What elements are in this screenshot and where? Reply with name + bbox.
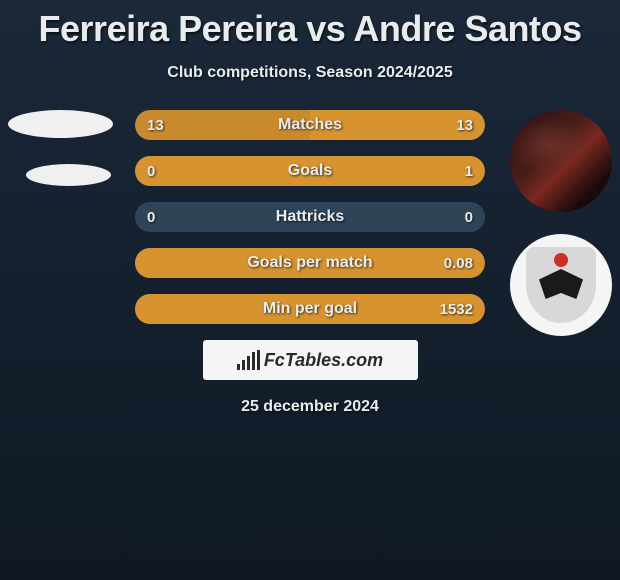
stat-bar-row: Goals per match 0.08 [135,248,485,278]
subtitle: Club competitions, Season 2024/2025 [0,64,620,82]
bar-value-left: 0 [147,163,155,180]
stat-bar-row: Min per goal 1532 [135,294,485,324]
comparison-content: 13 Matches 13 0 Goals 1 0 Hattricks 0 Goals per m… [0,110,620,324]
bar-value-right: 0.08 [444,255,473,272]
crest-eagle-icon [539,269,583,299]
date-text: 25 december 2024 [0,398,620,416]
left-crest-placeholder [26,164,111,186]
fctables-logo: FcTables.com [203,340,418,380]
bar-value-right: 1 [465,163,473,180]
crest-ball-icon [554,253,568,267]
left-player-avatar-placeholder [8,110,113,138]
right-club-crest [510,234,612,336]
right-player-avatar [510,110,612,212]
left-player-column [8,110,113,212]
bar-value-right: 0 [465,209,473,226]
stat-bar-row: 13 Matches 13 [135,110,485,140]
bar-value-right: 13 [456,117,473,134]
stat-bar-row: 0 Hattricks 0 [135,202,485,232]
bar-label: Matches [278,116,342,134]
bar-label: Hattricks [276,208,344,226]
right-player-column [510,110,612,336]
bar-value-left: 13 [147,117,164,134]
stat-bars: 13 Matches 13 0 Goals 1 0 Hattricks 0 Goals per m… [135,110,485,324]
stat-bar-row: 0 Goals 1 [135,156,485,186]
logo-text: FcTables.com [264,350,383,371]
bar-label: Goals [288,162,332,180]
page-title: Ferreira Pereira vs Andre Santos [0,0,620,50]
bar-value-right: 1532 [440,301,473,318]
bar-value-left: 0 [147,209,155,226]
bar-label: Goals per match [247,254,372,272]
crest-shield [526,247,596,323]
bar-label: Min per goal [263,300,357,318]
logo-bars-icon [237,350,260,370]
